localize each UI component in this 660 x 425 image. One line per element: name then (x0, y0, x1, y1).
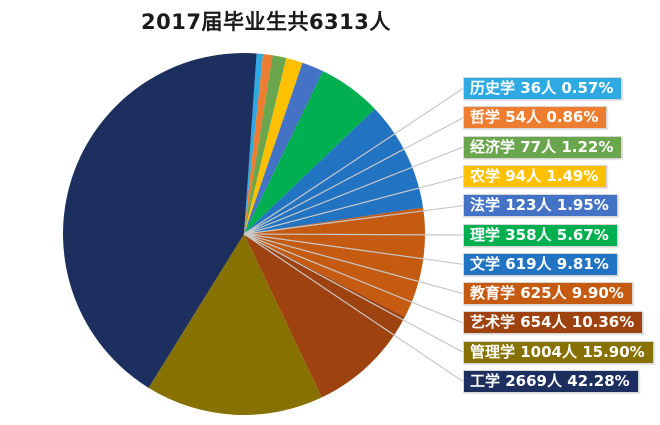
leader-line-8 (243, 233, 464, 295)
data-label-11: 工学 2669人 42.28% (463, 370, 639, 393)
leader-line-11 (243, 233, 464, 382)
pie-slice-3 (244, 55, 287, 234)
pie-slice-7 (244, 108, 424, 234)
leader-line-10 (243, 233, 464, 353)
pie-slice-6 (244, 71, 375, 235)
pie-slice-4 (244, 58, 303, 234)
leader-line-9 (243, 233, 464, 324)
data-label-1: 历史学 36人 0.57% (463, 77, 623, 100)
leader-line-2 (243, 117, 464, 235)
leader-line-1 (243, 88, 464, 235)
data-label-8: 教育学 625人 9.90% (463, 282, 633, 306)
pie-slice-9 (244, 234, 405, 398)
pie-slice-1 (244, 53, 264, 234)
pie-slice-11 (62, 52, 257, 388)
pie-slice-2 (244, 54, 273, 235)
data-label-2: 哲学 54人 0.86% (463, 106, 608, 130)
data-label-7: 文学 619人 9.81% (463, 252, 618, 276)
leader-line-3 (243, 146, 464, 235)
pie-slice-10 (148, 234, 322, 415)
pie-slice-5 (244, 62, 324, 234)
data-label-5: 法学 123人 1.95% (463, 194, 618, 218)
leader-line-5 (243, 205, 464, 235)
data-label-4: 农学 94人 1.49% (463, 164, 608, 188)
data-label-10: 管理学 1004人 15.90% (463, 340, 654, 364)
leader-line-6 (243, 233, 464, 236)
leader-line-4 (243, 175, 464, 235)
chart-title: 2017届毕业生共6313人 (141, 10, 391, 34)
data-label-3: 经济学 77人 1.22% (463, 135, 623, 159)
data-label-6: 理学 358人 5.67% (463, 223, 618, 247)
data-label-9: 艺术学 654人 10.36% (463, 311, 644, 335)
leader-line-7 (243, 233, 464, 265)
